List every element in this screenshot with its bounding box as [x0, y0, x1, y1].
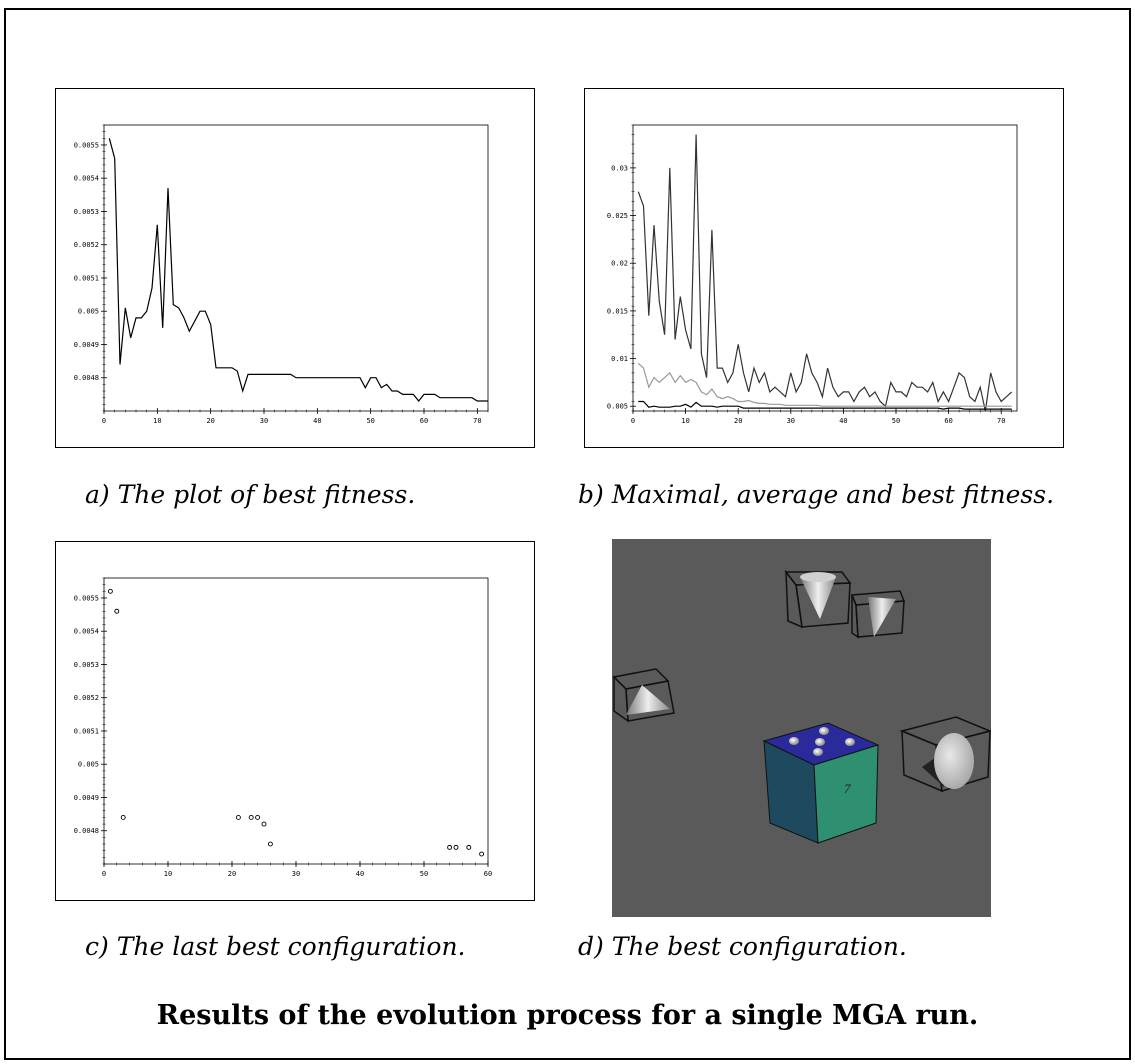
data-point — [447, 844, 453, 850]
x-tick-label: 20 — [206, 417, 214, 425]
x-tick-label: 0 — [102, 870, 106, 878]
x-tick-label: 70 — [473, 417, 481, 425]
caption-a: a) The plot of best fitness. — [85, 480, 416, 509]
y-tick-label: 0.0054 — [74, 628, 99, 636]
x-tick-label: 10 — [164, 870, 172, 878]
x-tick-label: 20 — [228, 870, 236, 878]
data-point — [466, 844, 472, 850]
chart-best-fitness: 0.0048 0.0049 0.005 0.0051 0.0052 0.0053 0.005… — [74, 124, 489, 425]
scene-svg: 7 — [612, 569, 991, 844]
y-tick-label: 0.0055 — [74, 594, 99, 602]
x-tick-label: 40 — [356, 870, 364, 878]
x-tick-label: 70 — [997, 417, 1005, 425]
y-tick-label: 0.0048 — [74, 374, 99, 382]
x-tick-label: 60 — [944, 417, 952, 425]
y-tick-label: 0.0049 — [74, 341, 99, 349]
x-tick-label: 40 — [313, 417, 321, 425]
wire-box-cone-top-left — [784, 569, 852, 629]
x-tick-label: 0 — [631, 417, 635, 425]
data-point — [453, 844, 459, 850]
best-configuration-render: 7 — [612, 539, 991, 917]
y-tick-label: 0.005 — [607, 403, 628, 411]
data-point — [120, 814, 126, 820]
y-tick-label: 0.0049 — [74, 794, 99, 802]
y-tick-label: 0.0053 — [74, 661, 99, 669]
chart-panel-max-avg-best-fitness: 0.005 0.01 0.015 0.02 0.025 0.03 0 10 20 30 40 50 60… — [584, 88, 1064, 448]
data-point — [114, 608, 120, 614]
caption-b: b) Maximal, average and best fitness. — [578, 480, 1055, 509]
cube-label: 7 — [844, 781, 851, 796]
chart-panel-last-best-configuration: 0.0048 0.0049 0.005 0.0051 0.0052 0.0053 0.005… — [55, 541, 535, 901]
x-tick-label: 50 — [366, 417, 374, 425]
x-tick-label: 60 — [420, 417, 428, 425]
caption-d: d) The best configuration. — [578, 932, 907, 961]
y-tick-label: 0.0053 — [74, 208, 99, 216]
chart-max-avg-best-fitness: 0.005 0.01 0.015 0.02 0.025 0.03 0 10 20 30 40 50 60… — [607, 124, 1018, 425]
y-tick-label: 0.005 — [78, 308, 99, 316]
data-point — [248, 814, 254, 820]
series-line-1 — [637, 362, 1012, 407]
caption-c: c) The last best configuration. — [85, 932, 466, 961]
plot-area-border — [103, 124, 489, 412]
data-point — [255, 814, 261, 820]
x-tick-label: 30 — [787, 417, 795, 425]
wire-box-cone-top-right — [850, 590, 906, 639]
y-tick-label: 0.015 — [607, 307, 628, 315]
figure-caption: Results of the evolution process for a s… — [156, 1000, 979, 1031]
data-point — [107, 588, 113, 594]
x-tick-label: 10 — [153, 417, 161, 425]
series-line-2 — [638, 400, 1012, 410]
wire-box-disc-right — [899, 716, 991, 793]
series-line-0 — [637, 134, 1013, 412]
figure-frame — [4, 8, 1131, 1060]
series-line-0 — [108, 138, 488, 402]
x-tick-label: 30 — [292, 870, 300, 878]
y-tick-label: 0.0051 — [74, 274, 99, 282]
y-tick-label: 0.0051 — [74, 727, 99, 735]
x-tick-label: 40 — [839, 417, 847, 425]
y-tick-label: 0.0048 — [74, 827, 99, 835]
data-point — [267, 841, 273, 847]
y-tick-label: 0.0052 — [74, 694, 99, 702]
y-tick-label: 0.025 — [607, 212, 628, 220]
x-tick-label: 20 — [734, 417, 742, 425]
y-tick-label: 0.005 — [78, 761, 99, 769]
x-tick-label: 0 — [102, 417, 106, 425]
chart-last-best-configuration: 0.0048 0.0049 0.005 0.0051 0.0052 0.0053 0.005… — [74, 577, 492, 878]
chart-panel-best-fitness: 0.0048 0.0049 0.005 0.0051 0.0052 0.0053 0.005… — [55, 88, 535, 448]
y-tick-label: 0.01 — [611, 355, 628, 363]
dice-cube: 7 — [762, 722, 880, 844]
y-tick-label: 0.02 — [611, 260, 628, 268]
x-tick-label: 30 — [260, 417, 268, 425]
data-point — [479, 851, 485, 857]
y-tick-label: 0.0054 — [74, 175, 99, 183]
x-tick-label: 60 — [484, 870, 492, 878]
y-tick-label: 0.03 — [611, 164, 628, 172]
wire-box-cone-left — [612, 668, 675, 723]
x-tick-label: 50 — [892, 417, 900, 425]
x-tick-label: 10 — [681, 417, 689, 425]
y-tick-label: 0.0052 — [74, 241, 99, 249]
y-tick-label: 0.0055 — [74, 141, 99, 149]
data-point — [235, 814, 241, 820]
plot-area-border — [632, 124, 1018, 412]
plot-area-border — [103, 577, 489, 865]
x-tick-label: 50 — [420, 870, 428, 878]
data-point — [261, 821, 267, 827]
